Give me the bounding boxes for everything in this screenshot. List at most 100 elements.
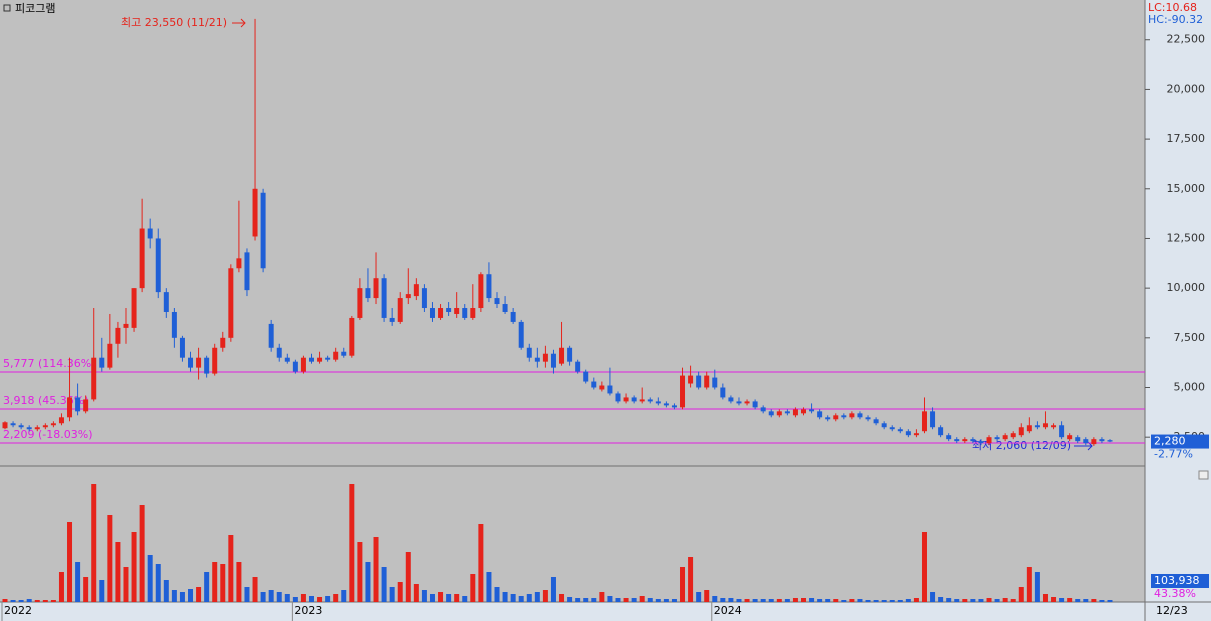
candle-body <box>196 357 202 368</box>
volume-bar <box>421 590 427 602</box>
candle-body <box>236 258 242 269</box>
candle-body <box>58 417 64 424</box>
candle-body <box>663 403 669 406</box>
volume-bar <box>744 599 750 602</box>
candle-body <box>801 409 807 414</box>
volume-bar <box>712 596 718 602</box>
volume-bar <box>268 590 274 602</box>
candle-body <box>583 371 589 382</box>
volume-bar <box>1099 600 1105 602</box>
volume-bar <box>631 598 637 602</box>
volume-bar <box>2 599 8 602</box>
title-icon <box>3 4 11 12</box>
y-tick-label: 22,500 <box>1167 33 1206 46</box>
candle-body <box>550 353 556 368</box>
volume-bar <box>760 599 766 602</box>
volume-bar <box>696 592 702 602</box>
candle-body <box>954 439 960 442</box>
volume-bar <box>58 572 64 602</box>
y-tick-label: 15,000 <box>1167 182 1206 195</box>
candle-body <box>405 294 411 299</box>
volume-bar <box>470 574 476 602</box>
candle-body <box>1018 427 1024 436</box>
candle-body <box>680 375 686 408</box>
candle-body <box>1083 439 1089 444</box>
volume-bar <box>220 564 226 602</box>
volume-bar <box>292 597 298 602</box>
y-tick-label: 7,500 <box>1174 331 1206 344</box>
volume-bar <box>776 599 782 602</box>
volume-bar <box>244 587 250 602</box>
candle-body <box>341 351 347 356</box>
lc-label: LC:10.68 <box>1148 1 1197 14</box>
volume-bar <box>567 597 573 602</box>
volume-bar <box>599 592 605 602</box>
candle-body <box>91 357 97 400</box>
candle-body <box>365 288 371 299</box>
volume-bar <box>615 598 621 602</box>
volume-bar <box>50 600 56 602</box>
candle-body <box>865 417 871 420</box>
volume-bar <box>349 484 355 602</box>
low-annotation: 최저 2,060 (12/09) <box>972 439 1071 452</box>
candle-body <box>1075 437 1081 442</box>
volume-bar <box>921 532 927 602</box>
candle-body <box>147 228 153 239</box>
volume-bar <box>946 598 952 602</box>
volume-bar <box>994 599 1000 602</box>
candle-body <box>631 397 637 402</box>
volume-bar <box>825 599 831 602</box>
candle-body <box>421 288 427 309</box>
volume-bar <box>446 594 452 602</box>
candle-body <box>389 317 395 322</box>
candle-body <box>1034 425 1040 428</box>
volume-bar <box>881 600 887 602</box>
candle-body <box>817 411 823 418</box>
candle-body <box>518 321 524 348</box>
candle-body <box>962 439 968 442</box>
candle-body <box>131 288 137 328</box>
candle-body <box>212 347 218 374</box>
volume-bar <box>429 594 435 602</box>
volume-bar <box>978 599 984 602</box>
volume-bar <box>308 596 314 602</box>
candle-body <box>510 311 516 322</box>
volume-bar <box>1075 599 1081 602</box>
candle-body <box>841 415 847 418</box>
volume-bar <box>462 596 468 602</box>
volume-bar <box>365 562 371 602</box>
x-tick-label: 2023 <box>294 604 322 617</box>
volume-bar <box>930 592 936 602</box>
candle-body <box>115 327 121 344</box>
candle-body <box>559 347 565 364</box>
volume-bar <box>938 597 944 602</box>
volume-bar <box>67 522 73 602</box>
candle-body <box>688 375 694 384</box>
candle-body <box>462 308 468 318</box>
date-axis-background <box>0 602 1145 621</box>
candle-body <box>438 308 444 318</box>
volume-bar <box>1083 599 1089 602</box>
candle-body <box>776 411 782 416</box>
candle-body <box>728 397 734 402</box>
volume-bar <box>542 590 548 602</box>
volume-bar <box>204 572 210 602</box>
candle-body <box>881 423 887 428</box>
volume-bar <box>42 600 48 602</box>
candle-body <box>825 417 831 420</box>
candle-body <box>292 361 298 372</box>
candle-body <box>760 407 766 412</box>
volume-bar <box>849 599 855 602</box>
volume-bar <box>647 598 653 602</box>
volume-bar <box>123 567 129 602</box>
candle-body <box>897 429 903 432</box>
volume-bar <box>1042 594 1048 602</box>
volume-bar <box>139 505 145 602</box>
candle-body <box>494 298 500 305</box>
candle-body <box>83 399 89 412</box>
candle-body <box>188 357 194 368</box>
volume-bar <box>889 600 895 602</box>
volume-bar <box>1002 598 1008 602</box>
panel-button[interactable] <box>1198 470 1209 480</box>
